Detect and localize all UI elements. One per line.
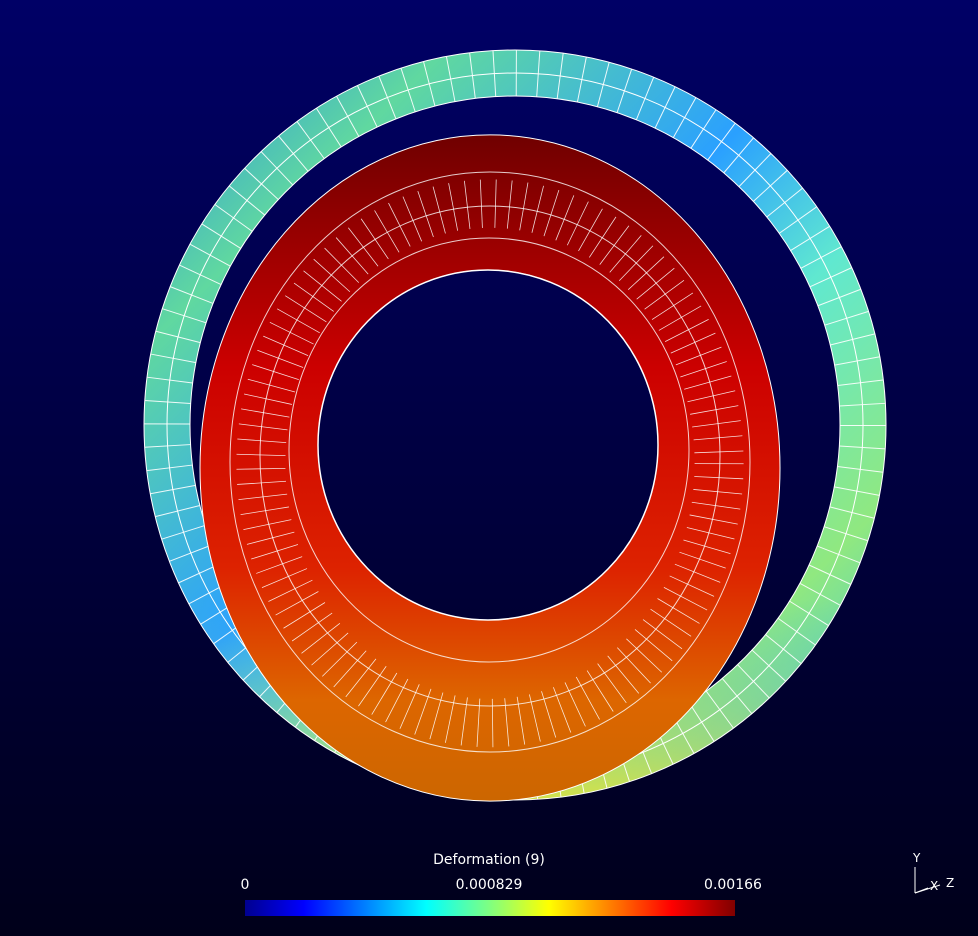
axis-triad xyxy=(914,867,941,894)
color-bar xyxy=(245,900,735,916)
legend-tick-label: 0 xyxy=(241,877,250,893)
color-legend: Deformation (9) 0 0.000829 0.00166 xyxy=(241,852,762,916)
legend-tick-label: 0.000829 xyxy=(456,877,523,893)
legend-title: Deformation (9) xyxy=(433,852,545,868)
inner-ring xyxy=(199,134,781,802)
axis-label: Y xyxy=(912,851,921,865)
axis-label: Z xyxy=(946,876,954,890)
legend-tick-label: 0.00166 xyxy=(704,877,762,893)
axis-label: X xyxy=(930,879,938,893)
